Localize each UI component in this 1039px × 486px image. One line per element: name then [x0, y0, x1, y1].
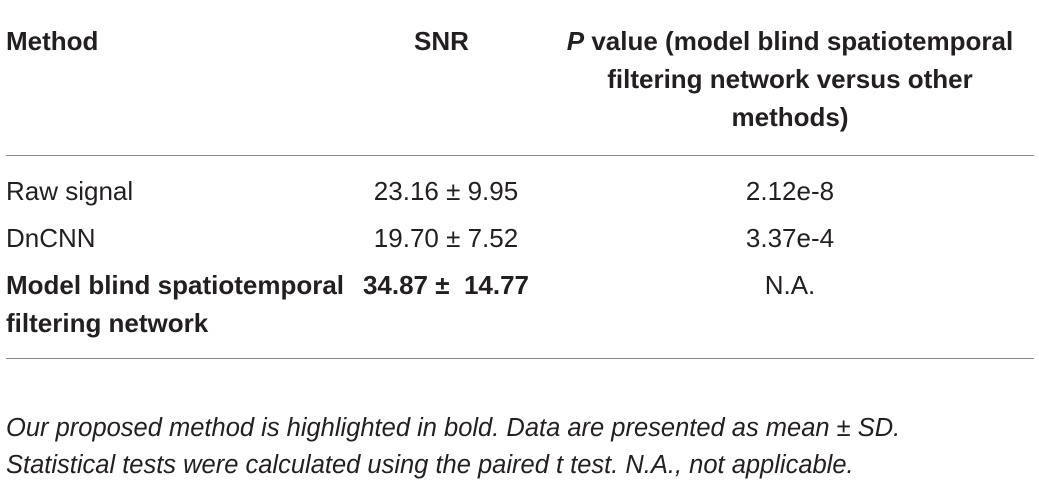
header-row: Method SNR P value (model blind spatiote… [6, 0, 1034, 156]
cell-method: Model blind spatiotemporal filtering net… [6, 270, 345, 338]
cell-p-value: 3.37e-4 [745, 223, 835, 253]
table-row-raw-signal: Raw signal 23.16 ± 9.95 2.12e-8 [6, 156, 1034, 211]
table-footnote: Our proposed method is highlighted in bo… [6, 410, 1036, 484]
cell-method: DnCNN [6, 223, 96, 253]
footnote-line-2: Statistical tests were calculated using … [6, 451, 854, 479]
footnote-line-1: Our proposed method is highlighted in bo… [6, 414, 901, 442]
table-header: Method SNR P value (model blind spatiote… [6, 0, 1034, 156]
header-method: Method [6, 26, 99, 56]
header-snr: SNR [414, 26, 469, 56]
header-p-rest: value (model blind spatiotemporal filter… [584, 26, 1014, 132]
results-table-container: Method SNR P value (model blind spatiote… [6, 0, 1034, 359]
cell-snr: 34.87 ± 14.77 [362, 270, 530, 300]
table-row-proposed-method: Model blind spatiotemporal filtering net… [6, 257, 1034, 359]
header-p-letter: P [566, 26, 585, 56]
cell-p-value: 2.12e-8 [745, 176, 835, 206]
header-p-value: P value (model blind spatiotemporal filt… [546, 0, 1034, 156]
cell-snr: 23.16 ± 9.95 [373, 176, 519, 206]
cell-method: Raw signal [6, 176, 134, 206]
results-table: Method SNR P value (model blind spatiote… [6, 0, 1034, 359]
cell-p-value: N.A. [764, 270, 816, 300]
cell-snr: 19.70 ± 7.52 [373, 223, 519, 253]
table-body: Raw signal 23.16 ± 9.95 2.12e-8 DnCNN 19… [6, 156, 1034, 359]
table-row-dncnn: DnCNN 19.70 ± 7.52 3.37e-4 [6, 210, 1034, 257]
